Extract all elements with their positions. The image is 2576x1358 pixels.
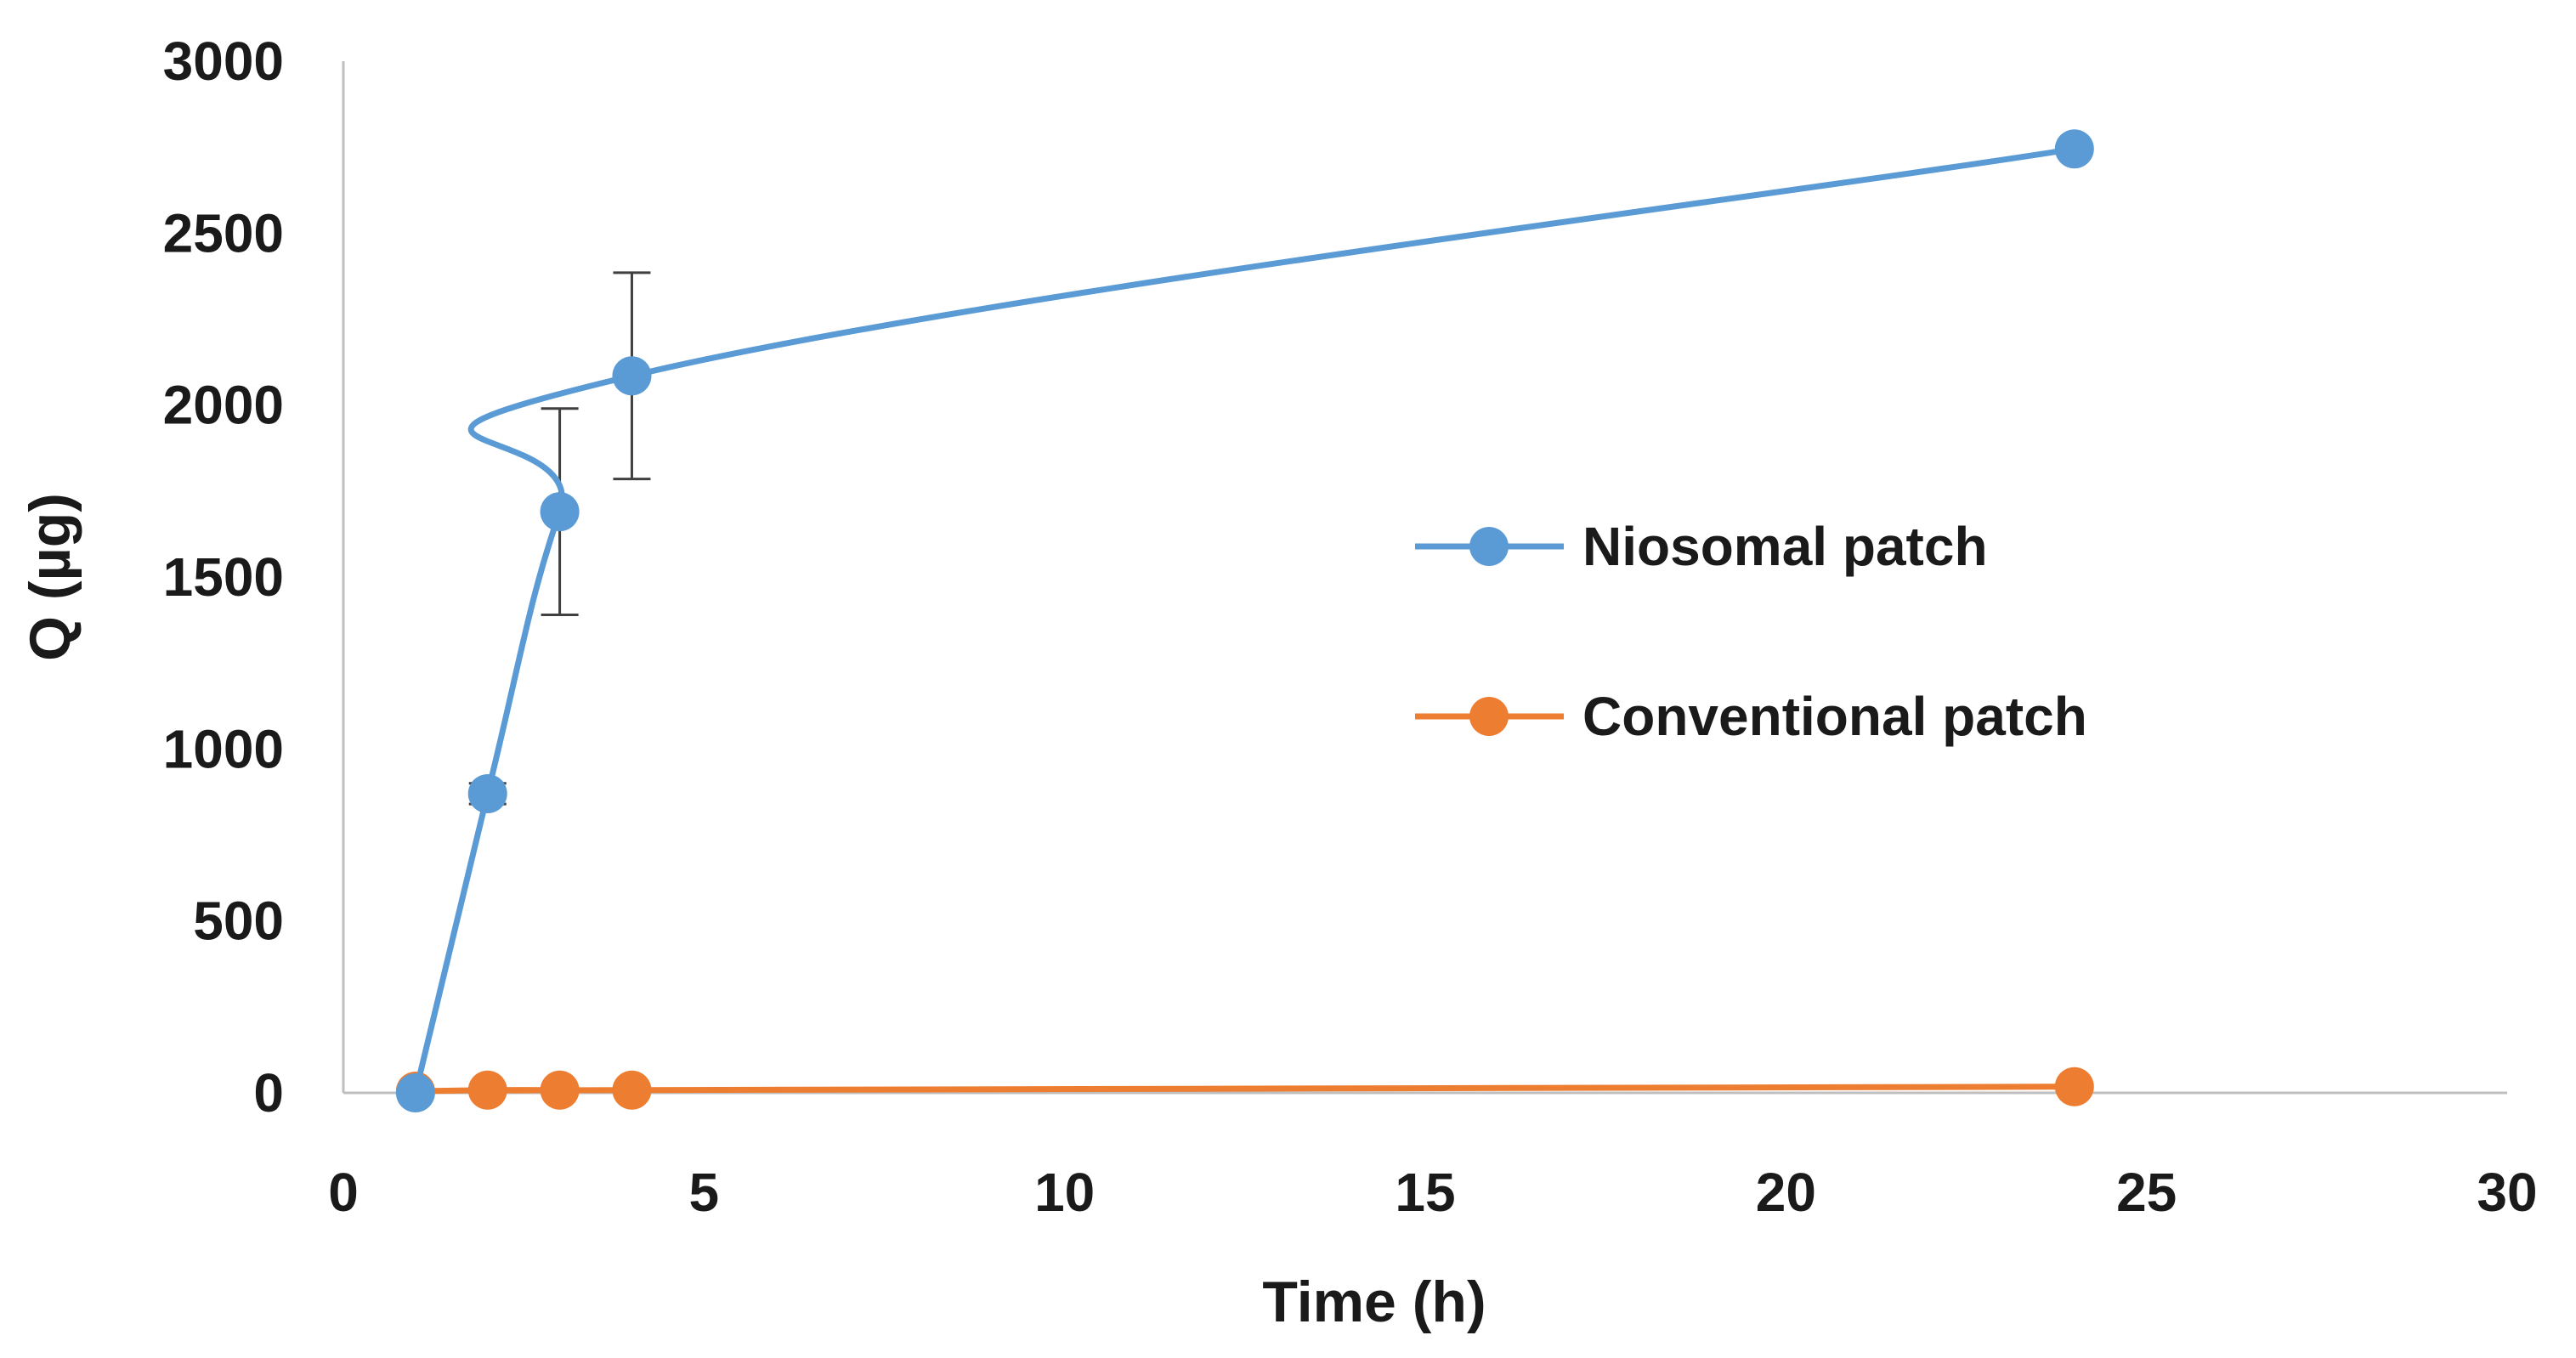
x-tick-label-5: 5 — [689, 1162, 720, 1223]
x-tick-label-10: 10 — [1034, 1162, 1095, 1223]
data-point-niosomal-patch-4 — [612, 356, 652, 396]
x-tick-label-30: 30 — [2477, 1162, 2537, 1223]
data-point-conventional-patch-2 — [467, 1070, 507, 1110]
y-tick-label-1000: 1000 — [163, 718, 284, 779]
y-tick-label-3000: 3000 — [163, 31, 284, 92]
x-tick-label-20: 20 — [1756, 1162, 1816, 1223]
x-tick-label-25: 25 — [2116, 1162, 2177, 1223]
data-point-conventional-patch-24 — [2054, 1067, 2094, 1106]
series-layer — [395, 129, 2094, 1112]
y-tick-label-0: 0 — [253, 1062, 284, 1123]
legend-item-niosomal: Niosomal patch — [1415, 516, 1988, 577]
y-ticks: 0 500 1000 1500 2000 2500 3000 — [163, 31, 284, 1123]
y-tick-label-2500: 2500 — [163, 202, 284, 263]
x-tick-label-15: 15 — [1395, 1162, 1455, 1223]
data-point-conventional-patch-4 — [612, 1070, 652, 1110]
y-axis-title: Q (µg) — [18, 493, 82, 661]
legend: Niosomal patch Conventional patch — [1415, 516, 2087, 747]
series-line-conventional-patch — [412, 1084, 2078, 1095]
legend-marker-niosomal — [1469, 527, 1509, 566]
y-tick-label-1500: 1500 — [163, 546, 284, 608]
data-point-niosomal-patch-2 — [467, 773, 507, 813]
data-point-niosomal-patch-3 — [540, 492, 580, 532]
legend-label-niosomal: Niosomal patch — [1582, 516, 1988, 577]
x-tick-label-0: 0 — [328, 1162, 359, 1223]
y-tick-label-2000: 2000 — [163, 375, 284, 436]
x-axis-title: Time (h) — [1262, 1270, 1486, 1334]
series-line-niosomal-patch — [412, 145, 2078, 1096]
x-ticks: 0 5 10 15 20 25 30 — [328, 1162, 2537, 1223]
data-point-conventional-patch-3 — [540, 1070, 580, 1110]
series-niosomal-patch — [395, 129, 2094, 1112]
y-tick-label-500: 500 — [193, 891, 284, 952]
legend-label-conventional: Conventional patch — [1582, 686, 2087, 747]
axes — [342, 61, 2507, 1095]
series-conventional-patch — [395, 1067, 2094, 1111]
data-point-niosomal-patch-24 — [2054, 129, 2094, 169]
legend-marker-conventional — [1469, 697, 1509, 736]
legend-item-conventional: Conventional patch — [1415, 686, 2087, 747]
data-point-niosomal-patch-1 — [395, 1073, 435, 1112]
